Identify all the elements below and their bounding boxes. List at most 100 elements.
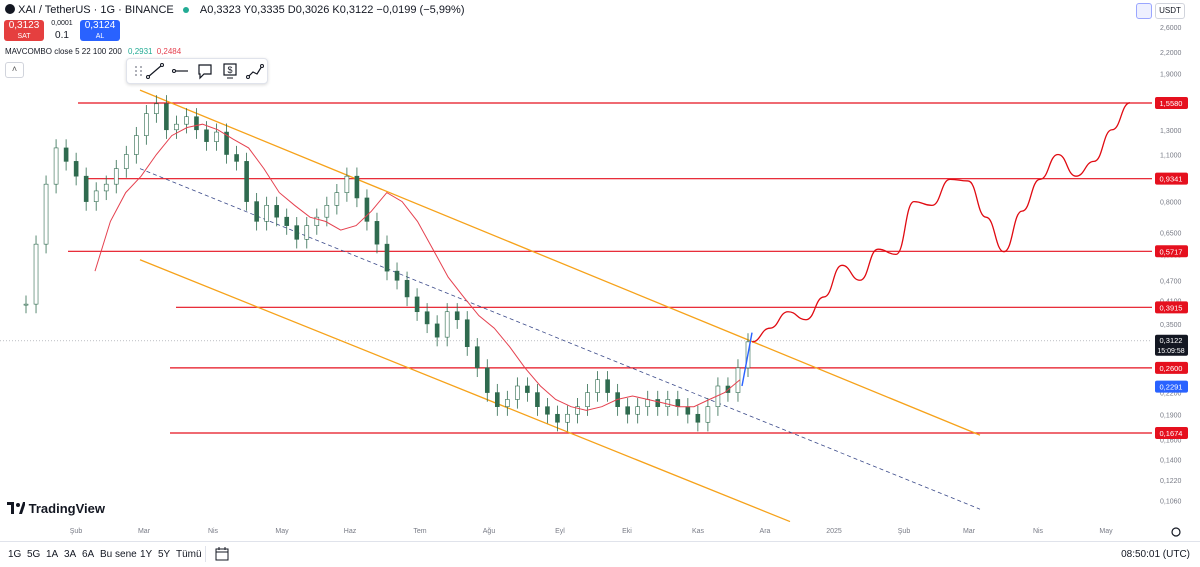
candle-body: [454, 311, 460, 321]
x-tick-label: Şub: [70, 528, 83, 535]
path-icon[interactable]: [245, 62, 265, 80]
x-tick-label: Haz: [344, 528, 357, 535]
candle-body: [384, 243, 390, 272]
indicator-name: MAVCOMBO close 5 22 100 200: [5, 47, 122, 56]
range-6a[interactable]: 6A: [82, 549, 95, 560]
candle-body: [404, 279, 410, 298]
y-tick-label: 0,8000: [1160, 200, 1182, 207]
candle-body: [344, 175, 350, 193]
y-tick-label: 0,4700: [1160, 278, 1182, 285]
candle-body: [394, 270, 400, 281]
candle-body: [675, 399, 681, 407]
y-tick-label: 0,3500: [1160, 322, 1182, 329]
candle-body: [304, 225, 310, 240]
candle-body: [83, 175, 89, 202]
range-all[interactable]: Tümü: [176, 549, 202, 560]
current-price-label: 0,3122: [1160, 336, 1183, 345]
y-tick-label: 0,1900: [1160, 412, 1182, 419]
candle-body: [254, 201, 259, 222]
candle-body: [665, 399, 671, 407]
x-tick-label: May: [275, 528, 289, 535]
currency-selector[interactable]: USDT: [1155, 3, 1185, 19]
candle-body: [695, 413, 701, 423]
candle-body: [645, 399, 651, 407]
candle-body: [204, 129, 209, 142]
candle-body: [575, 406, 580, 415]
x-tick-label: May: [1099, 528, 1113, 535]
y-tick-label: 0,2200: [1160, 391, 1182, 398]
candle-body: [43, 183, 49, 245]
drawing-toolbar: $: [126, 58, 268, 84]
candle-body: [144, 113, 149, 136]
candle-body: [234, 154, 239, 162]
candle-body: [625, 406, 630, 415]
y-tick-label: 2,6000: [1160, 25, 1182, 32]
symbol-name: XAI / TetherUS · 1G · BINANCE: [18, 4, 174, 16]
level-price-label-bg: [1155, 245, 1188, 258]
range-1y[interactable]: 1Y: [140, 549, 153, 560]
channel-lower-line: [139, 259, 791, 523]
sell-button[interactable]: 0,3123 SAT: [4, 20, 44, 41]
range-5g[interactable]: 5G: [27, 549, 41, 560]
candle-body: [705, 406, 711, 423]
price-chart[interactable]: 2,60002,20001,90001,60001,30001,10000,95…: [0, 0, 1200, 541]
y-tick-label: 2,2000: [1160, 50, 1182, 57]
level-price-label: 0,2600: [1160, 364, 1183, 373]
collapse-legend-button[interactable]: ˄: [5, 62, 24, 78]
sell-label: SAT: [17, 33, 31, 40]
level-price-label-bg: [1155, 97, 1188, 109]
candle-body: [264, 205, 269, 222]
channel-upper-line: [139, 89, 981, 436]
candle-body: [314, 216, 320, 226]
utc-clock[interactable]: 08:50:01 (UTC): [1121, 549, 1190, 560]
y-tick-label: 0,1060: [1160, 499, 1182, 506]
indicator-legend[interactable]: MAVCOMBO close 5 22 100 200 0,2931 0,248…: [5, 47, 181, 56]
callout-icon[interactable]: [195, 62, 215, 80]
range-1g[interactable]: 1G: [8, 549, 22, 560]
candle-body: [33, 243, 39, 305]
spread-small: 0,0001: [51, 20, 73, 27]
go-to-date-icon[interactable]: [215, 547, 230, 561]
drag-handle-icon[interactable]: [129, 62, 149, 80]
level-price-label: 1,5580: [1160, 99, 1183, 108]
candle-body: [535, 392, 540, 407]
symbol-title[interactable]: XAI / TetherUS · 1G · BINANCE A0,3323 Y0…: [5, 4, 465, 16]
candle-body: [174, 123, 179, 131]
bar-countdown-label: 15:09:58: [1157, 348, 1184, 355]
candle-body: [685, 406, 691, 415]
trend-line-icon[interactable]: [145, 62, 165, 80]
range-3a[interactable]: 3A: [64, 549, 77, 560]
ohlc-readout: A0,3323 Y0,3335 D0,3026 K0,3122 −0,0199 …: [199, 4, 465, 16]
candle-body: [113, 168, 119, 185]
candle-body: [555, 413, 560, 423]
price-label-icon[interactable]: $: [220, 62, 240, 80]
indicator-value-1: 0,2931: [128, 47, 153, 56]
horizontal-line-icon[interactable]: [170, 62, 190, 80]
level-price-label: 0,3915: [1160, 303, 1183, 312]
candle-body: [424, 311, 430, 325]
buy-price: 0,3124: [84, 20, 116, 31]
x-tick-label: Ara: [760, 528, 771, 535]
candle-body: [154, 103, 159, 114]
y-tick-label: 0,1400: [1160, 457, 1182, 464]
level-price-label-bg: [1155, 172, 1188, 185]
candle-body: [294, 225, 300, 240]
candle-body: [495, 392, 500, 407]
candle-body: [434, 323, 440, 338]
range-5y[interactable]: 5Y: [158, 549, 171, 560]
buy-button[interactable]: 0,3124 AL: [80, 20, 120, 41]
range-1a[interactable]: 1A: [46, 549, 59, 560]
x-tick-label: Kas: [692, 528, 705, 535]
x-tick-label: Mar: [138, 528, 151, 535]
moving-average-line: [94, 123, 741, 411]
candle-body: [655, 399, 661, 407]
candle-body: [595, 379, 600, 393]
candle-body: [63, 147, 69, 162]
level-price-label-bg: [1155, 301, 1188, 314]
x-tick-label: 2025: [826, 528, 842, 535]
range-ytd[interactable]: Bu sene: [100, 549, 137, 560]
snapshot-icon[interactable]: [1136, 3, 1152, 19]
candle-body: [194, 116, 199, 131]
candle-body: [103, 183, 109, 192]
spread-value: 0.1: [55, 30, 69, 41]
